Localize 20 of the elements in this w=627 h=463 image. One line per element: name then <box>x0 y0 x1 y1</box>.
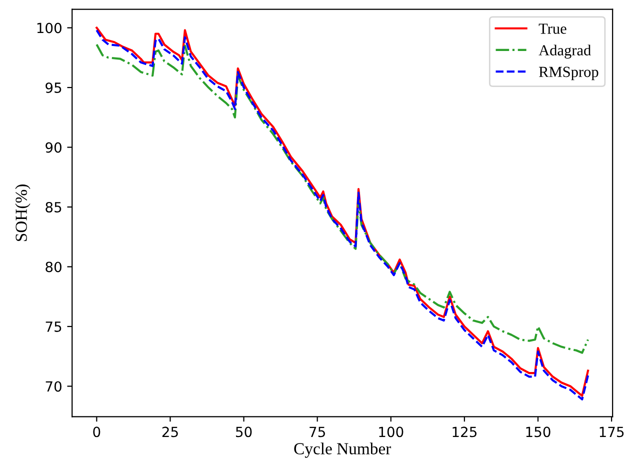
x-tick-label: 75 <box>310 426 325 438</box>
y-tick-label: 85 <box>46 202 62 212</box>
y-tick-label: 70 <box>46 381 62 392</box>
y-axis-title: SOH(%) <box>15 184 30 242</box>
x-tick-label: 50 <box>236 426 252 438</box>
y-tick-label: 95 <box>46 82 62 93</box>
x-tick-label: 0 <box>93 426 100 438</box>
x-tick-label: 100 <box>379 426 404 438</box>
x-tick-label: 125 <box>452 426 476 438</box>
y-tick-label: 100 <box>37 22 62 34</box>
legend-label: RMSprop <box>538 66 598 80</box>
y-tick-label: 80 <box>46 262 62 272</box>
x-axis-title: Cycle Number <box>294 442 392 458</box>
x-tick-label: 175 <box>600 426 624 438</box>
legend-label: True <box>538 24 566 34</box>
y-tick-label: 90 <box>46 142 62 153</box>
x-tick-label: 25 <box>162 426 178 438</box>
legend-label: Adagrad <box>538 44 591 59</box>
x-tick-label: 150 <box>526 426 550 438</box>
y-tick-label: 75 <box>46 322 62 332</box>
